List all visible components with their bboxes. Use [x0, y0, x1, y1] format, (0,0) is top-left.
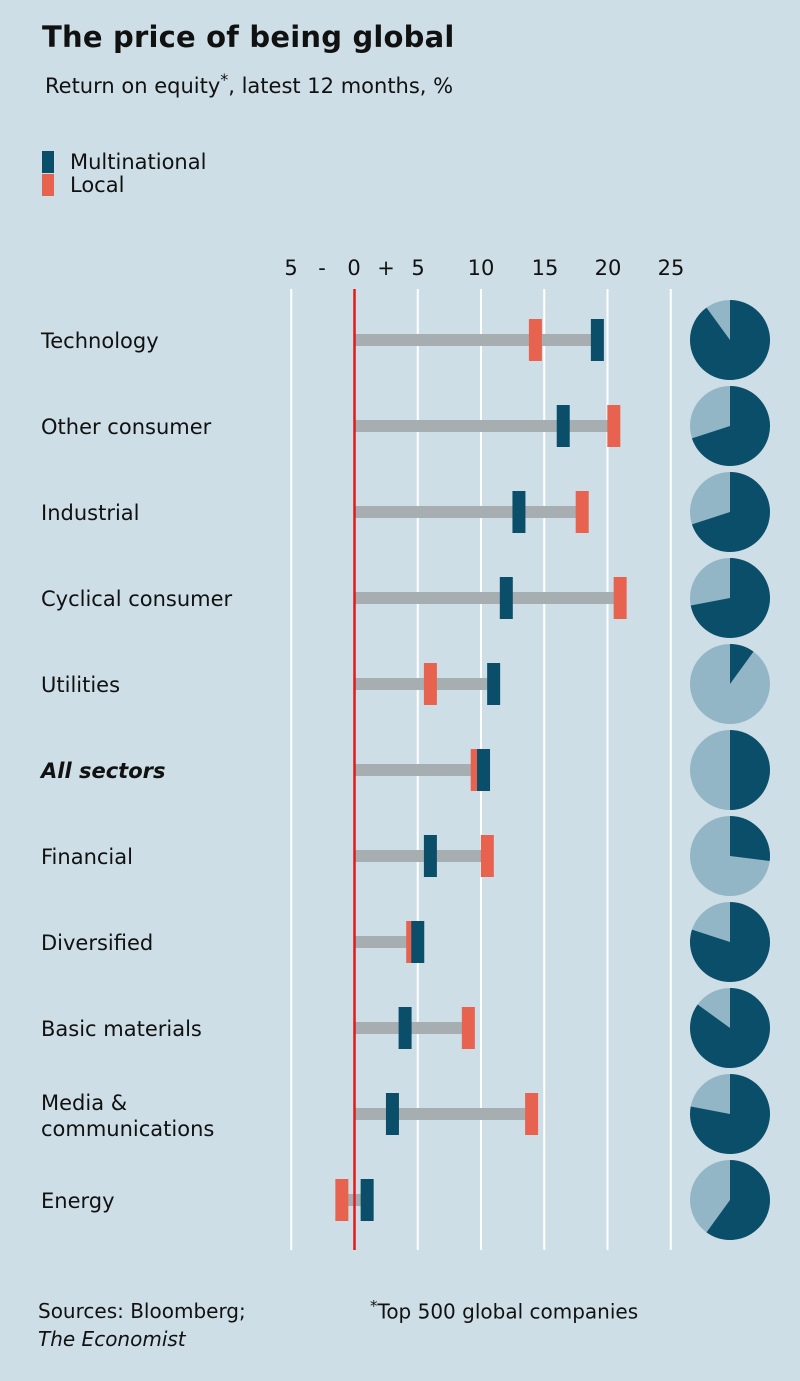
local-marker — [528, 319, 542, 361]
pie-multinational-slice — [730, 816, 770, 862]
footnote-text: Top 500 global companies — [377, 1299, 639, 1324]
pie-multinational-slice — [690, 902, 770, 982]
range-bar — [354, 764, 484, 776]
multinational-marker — [556, 405, 570, 447]
axis-tick-label: 5 — [284, 256, 297, 280]
multinational-marker — [398, 1007, 412, 1049]
local-marker — [613, 577, 627, 619]
multinational-marker — [360, 1179, 374, 1221]
range-bar — [354, 420, 614, 432]
pie-multinational-slice — [691, 472, 770, 552]
category-label: Other consumer — [41, 415, 212, 439]
footnote-marker: * — [370, 1297, 378, 1315]
category-label: Diversified — [41, 931, 153, 955]
range-bar — [354, 592, 621, 604]
pie-multinational-slice — [730, 730, 770, 810]
chart-subtitle: Return on equity*, latest 12 months, % — [45, 70, 453, 98]
axis-tick-label: 5 — [411, 256, 424, 280]
local-marker — [423, 663, 437, 705]
local-marker — [525, 1093, 539, 1135]
subtitle-footnote-marker: * — [220, 70, 229, 89]
category-label: Basic materials — [41, 1017, 202, 1041]
range-bar — [354, 936, 418, 948]
local-marker — [335, 1179, 349, 1221]
multinational-marker — [385, 1093, 399, 1135]
legend: Multinational Local — [42, 149, 207, 197]
category-label: All sectors — [39, 759, 165, 783]
category-label: Media & communications — [41, 1091, 214, 1141]
category-label: Utilities — [41, 673, 120, 697]
multinational-marker — [487, 663, 501, 705]
multinational-marker — [411, 921, 425, 963]
axis-tick-label: + — [377, 256, 395, 280]
footnote: *Top 500 global companies — [370, 1297, 638, 1324]
range-bar — [354, 334, 598, 346]
multinational-marker — [477, 749, 491, 791]
sources-text: Sources: Bloomberg; — [38, 1299, 246, 1323]
axis-tick-label: 20 — [595, 256, 622, 280]
category-label: Technology — [40, 329, 159, 353]
range-bar — [354, 1108, 532, 1120]
local-marker — [607, 405, 621, 447]
axis-tick-label: 15 — [532, 256, 559, 280]
legend-swatch-local — [42, 173, 54, 196]
legend-label-local: Local — [70, 172, 125, 197]
axis-tick-label: - — [318, 256, 326, 280]
axis-tick-label: 10 — [468, 256, 495, 280]
range-bar — [354, 506, 583, 518]
category-label: Financial — [41, 845, 133, 869]
category-label: Energy — [41, 1189, 115, 1213]
multinational-marker — [499, 577, 513, 619]
multinational-marker — [512, 491, 526, 533]
pie-multinational-slice — [730, 644, 754, 684]
local-marker — [575, 491, 589, 533]
pie-multinational-slice — [706, 1160, 770, 1240]
multinational-marker — [423, 835, 437, 877]
sources-note: Sources: Bloomberg; The Economist — [38, 1297, 246, 1353]
multinational-marker — [590, 319, 604, 361]
category-label: Cyclical consumer — [41, 587, 233, 611]
pie-multinational-slice — [690, 300, 771, 381]
legend-label-multinational: Multinational — [70, 149, 207, 174]
subtitle-text: Return on equity — [45, 74, 221, 98]
subtitle-rest: , latest 12 months, % — [228, 74, 454, 98]
pie-multinational-slice — [691, 386, 770, 467]
chart-title: The price of being global — [42, 20, 455, 54]
legend-swatch-multinational — [42, 150, 54, 173]
axis-tick-label: 25 — [658, 256, 685, 280]
local-marker — [480, 835, 494, 877]
pie-multinational-slice — [690, 558, 771, 638]
sources-publication: The Economist — [38, 1327, 186, 1351]
axis-tick-label: 0 — [347, 256, 360, 280]
pie-multinational-slice — [690, 988, 771, 1068]
local-marker — [461, 1007, 475, 1049]
pie-multinational-slice — [690, 1074, 771, 1154]
legend-item-multinational: Multinational — [42, 149, 207, 174]
legend-item-local: Local — [42, 172, 206, 197]
category-label: Industrial — [41, 501, 140, 525]
range-bar — [354, 850, 488, 862]
